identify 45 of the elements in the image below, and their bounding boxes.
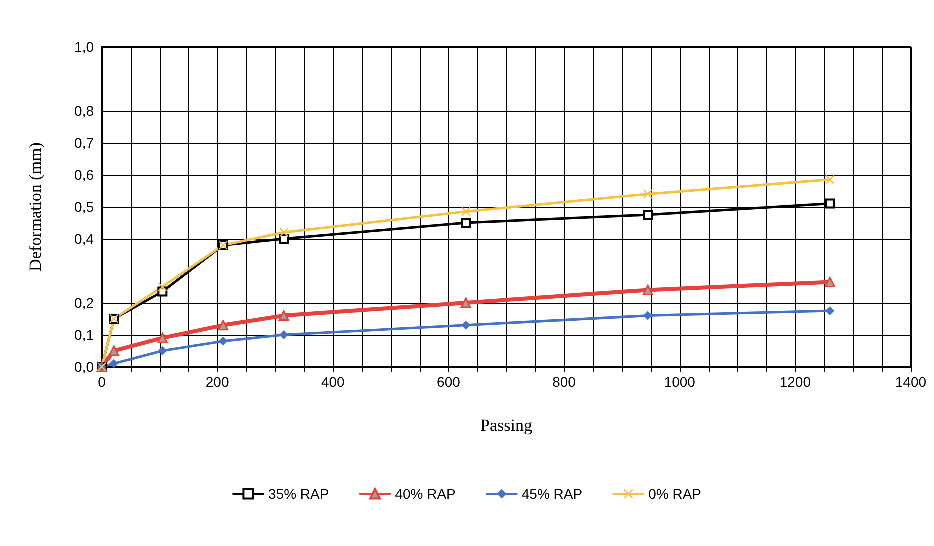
x-tick-label: 200 [206,374,230,390]
point [461,218,472,228]
x-tick-label: 600 [437,374,461,390]
x-tick-label: 0 [98,374,106,390]
point [825,198,836,209]
point [158,346,168,356]
y-tick-label: 0,1 [74,327,94,343]
point [279,234,290,244]
point [824,276,836,288]
point [110,359,119,368]
y-axis-title: Deformation (mm) [26,142,45,272]
x-tick-label: 400 [321,374,346,390]
point [280,228,289,238]
y-tick-label: 0,8 [74,103,94,119]
point [460,298,472,308]
legend-label: 0% RAP [648,486,702,502]
point [157,332,168,344]
x-axis-title: Passing [480,416,533,435]
x-tick-label: 1000 [664,374,696,390]
y-tick-label: 1,0 [74,39,94,55]
point [462,207,471,216]
y-tick-label: 0,6 [74,167,94,183]
x-tick-label: 1400 [895,374,927,390]
point [644,190,653,199]
point [643,210,654,220]
point [642,284,654,296]
point [278,310,290,322]
x-tick-label: 800 [552,374,576,390]
y-tick-label: 0,7 [74,135,94,151]
point [218,320,229,331]
y-tick-label: 0,2 [74,295,94,311]
legend-label: 35% RAP [268,486,330,502]
point [826,306,835,316]
point [462,320,471,330]
y-tick-label: 0,5 [74,199,94,215]
point [158,282,168,292]
point [644,311,653,320]
x-tick-label: 1200 [780,374,812,390]
y-tick-label: 0,4 [74,231,94,247]
y-tick-label: 0,0 [74,359,94,375]
legend-label: 40% RAP [395,486,456,502]
point [218,336,228,346]
point [826,175,835,184]
legend-label: 45% RAP [522,486,583,502]
point [108,346,120,356]
